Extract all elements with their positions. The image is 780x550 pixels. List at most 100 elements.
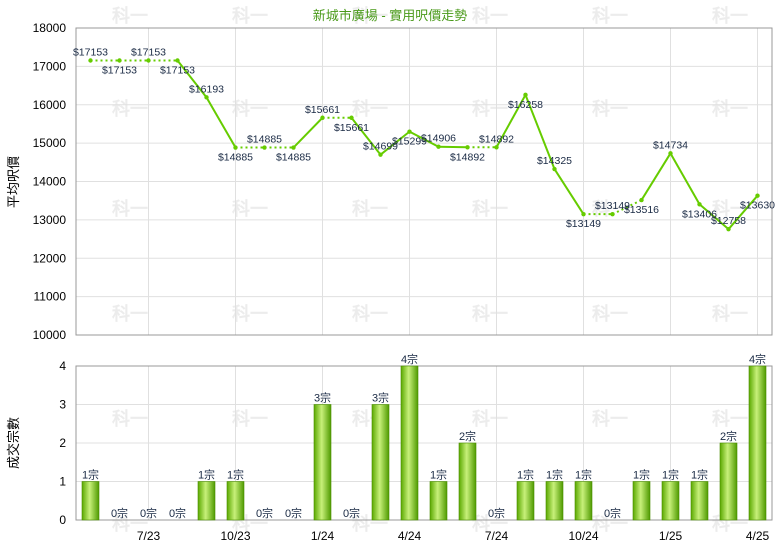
x-tick-label: 7/24 (485, 529, 509, 543)
price-line-segment (495, 94, 527, 148)
price-series: $17153 $17153 $17153 $17153 $16193 $14885 $148… (73, 47, 775, 232)
count-data-label: 1宗 (227, 468, 244, 482)
count-data-label: 1宗 (546, 468, 563, 482)
price-data-label: $17153 (131, 47, 166, 59)
watermark-text: 科一 (112, 303, 148, 324)
count-data-label: 1宗 (662, 468, 679, 482)
watermark-text: 科一 (112, 5, 148, 26)
price-data-label: $17153 (102, 65, 137, 77)
price-point (697, 202, 702, 207)
price-data-label: $14892 (479, 133, 514, 145)
count-bar (400, 365, 419, 521)
count-bar (313, 404, 332, 521)
x-tick-label: 1/24 (311, 529, 335, 543)
y-tick-label: 12000 (33, 251, 67, 265)
price-line-segment (553, 168, 585, 215)
count-bar (81, 481, 100, 521)
price-point (494, 145, 499, 150)
watermark-text: 科一 (232, 408, 268, 429)
x-tick-label: 10/23 (220, 529, 250, 543)
count-bar (197, 481, 216, 521)
price-data-label: $13516 (624, 204, 659, 216)
watermark-text: 科一 (112, 513, 148, 534)
watermark-text: 科一 (232, 198, 268, 219)
price-line-segment (379, 130, 411, 156)
count-data-label: 0宗 (285, 506, 302, 520)
count-data-label: 1宗 (82, 468, 99, 482)
price-point (175, 58, 180, 63)
y-tick-label: 16000 (33, 98, 67, 112)
price-point (523, 92, 528, 98)
count-data-label: 1宗 (430, 468, 447, 482)
y-tick-label: 14000 (33, 175, 67, 189)
count-data-label: 0宗 (488, 506, 505, 520)
watermark-text: 科一 (232, 303, 268, 324)
price-point (610, 211, 615, 217)
price-line-segment (176, 59, 208, 98)
count-data-label: 0宗 (111, 506, 128, 520)
price-point (465, 145, 470, 150)
watermark-text: 科一 (712, 408, 748, 429)
count-data-label: 1宗 (517, 468, 534, 482)
y-tick-label: 13000 (33, 213, 67, 227)
price-line-segment (727, 195, 759, 230)
watermark-text: 科一 (352, 5, 388, 26)
y-tick-label: 0 (59, 513, 66, 527)
price-data-label: $14699 (363, 141, 398, 153)
count-data-label: 1宗 (691, 468, 708, 482)
watermark-text: 科一 (472, 303, 508, 324)
price-data-label: $17153 (160, 65, 195, 77)
y-tick-label: 2 (59, 436, 66, 450)
line-chart-y-axis: 10000 11000 12000 13000 14000 15000 16000 17000… (33, 21, 67, 342)
price-point (146, 58, 151, 63)
price-point (349, 115, 354, 120)
price-line-segment (612, 199, 642, 216)
count-data-label: 3宗 (314, 391, 331, 405)
count-bar (748, 365, 767, 521)
watermark-text: 科一 (712, 198, 748, 219)
x-tick-label: 4/25 (746, 529, 770, 543)
price-line-segment (698, 203, 730, 230)
y-tick-label: 11000 (34, 290, 67, 304)
count-data-label: 4宗 (749, 352, 766, 366)
price-point (117, 58, 122, 63)
watermark-text: 科一 (472, 198, 508, 219)
count-data-label: 0宗 (169, 506, 186, 520)
watermark-text: 科一 (112, 198, 148, 219)
watermark-text: 科一 (592, 513, 628, 534)
price-point (262, 145, 267, 150)
watermark-text: 科一 (592, 408, 628, 429)
price-data-label: $13406 (682, 208, 717, 220)
count-data-label: 4宗 (401, 352, 418, 366)
count-data-label: 2宗 (720, 429, 737, 443)
count-bar (458, 442, 477, 521)
count-data-label: 3宗 (372, 391, 389, 405)
price-point (436, 144, 441, 149)
price-line-segment (640, 152, 672, 201)
price-data-label: $13149 (595, 200, 630, 212)
watermark-text: 科一 (472, 513, 508, 534)
price-data-label: $17153 (73, 47, 108, 59)
bar-chart-y-axis: 0 1 2 3 4 (59, 359, 66, 527)
watermark-text: 科一 (472, 408, 508, 429)
x-tick-label: 4/24 (398, 529, 422, 543)
x-tick-label: 7/23 (137, 529, 161, 543)
price-point (204, 95, 209, 100)
price-point (320, 115, 325, 120)
count-data-label: 0宗 (604, 506, 621, 520)
bar-chart-y-axis-label: 成交宗數 (6, 417, 21, 469)
price-data-label: $12758 (711, 215, 746, 227)
line-chart-frame (75, 27, 773, 336)
price-data-label: $15299 (392, 136, 427, 148)
price-data-label: $15661 (305, 104, 340, 116)
watermark-text: 科一 (352, 98, 388, 119)
count-bar (371, 404, 390, 521)
count-bar (661, 481, 680, 521)
price-point (668, 151, 673, 156)
watermark-text: 科一 (232, 98, 268, 119)
price-data-label: $14325 (537, 155, 572, 167)
watermark-text: 科一 (712, 98, 748, 119)
y-tick-label: 10000 (33, 328, 67, 342)
count-bar (429, 481, 448, 521)
